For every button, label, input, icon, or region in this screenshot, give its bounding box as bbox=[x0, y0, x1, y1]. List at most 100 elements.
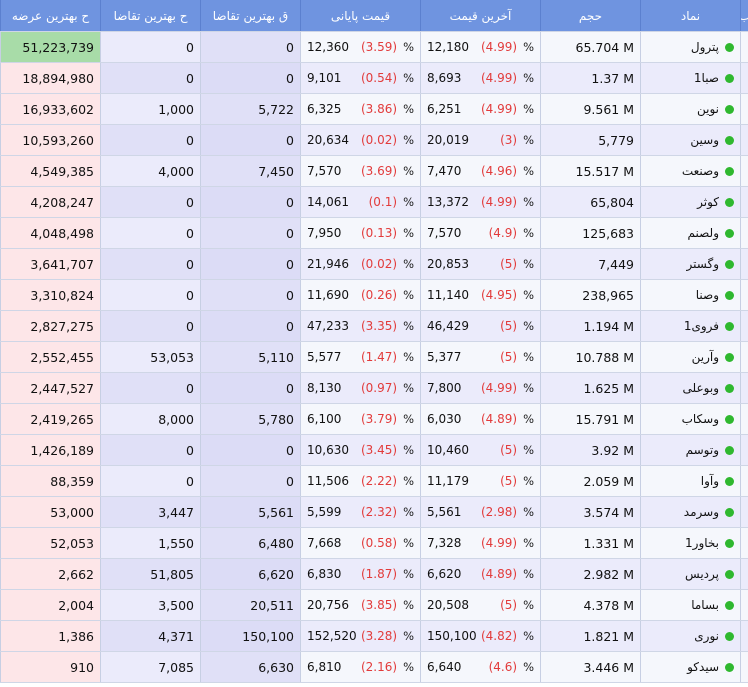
symbol-cell[interactable]: وصنعت bbox=[640, 156, 740, 186]
table-row[interactable]: 1,426,189 0 0 10,630 (3.45)% 10,460 (5)% 3.92 M… bbox=[0, 435, 748, 466]
symbol-name[interactable]: وسکاب bbox=[681, 412, 719, 426]
volume: 15.791 M bbox=[540, 404, 640, 434]
percent-sign: % bbox=[403, 443, 414, 457]
best-bid-price: 5,722 bbox=[200, 94, 300, 124]
symbol-name[interactable]: وصنعت bbox=[681, 164, 719, 178]
header-extra[interactable]: ب bbox=[740, 0, 748, 31]
symbol-cell[interactable]: وسکاب bbox=[640, 404, 740, 434]
symbol-cell[interactable]: بساما bbox=[640, 590, 740, 620]
table-row[interactable]: 2,447,527 0 0 8,130 (0.97)% 7,800 (4.99)% 1.625… bbox=[0, 373, 748, 404]
best-bid-price: 7,450 bbox=[200, 156, 300, 186]
header-best-bid-price[interactable]: ق بهترین تقاضا bbox=[200, 0, 300, 31]
table-row[interactable]: 2,827,275 0 0 47,233 (3.35)% 46,429 (5)% 1.194 … bbox=[0, 311, 748, 342]
last-price-change: (2.98) bbox=[480, 505, 518, 519]
symbol-cell[interactable]: ولصنم bbox=[640, 218, 740, 248]
symbol-name[interactable]: فروی1 bbox=[683, 319, 719, 333]
symbol-cell[interactable]: کوثر bbox=[640, 187, 740, 217]
symbol-name[interactable]: بخاور1 bbox=[685, 536, 719, 550]
header-volume[interactable]: حجم bbox=[540, 0, 640, 31]
closing-price: 6,810 bbox=[307, 660, 342, 674]
symbol-cell[interactable]: نوری bbox=[640, 621, 740, 651]
symbol-name[interactable]: وگستر bbox=[686, 257, 719, 271]
symbol-name[interactable]: وسرمد bbox=[683, 505, 719, 519]
symbol-name[interactable]: ولصنم bbox=[687, 226, 719, 240]
header-closing-price[interactable]: قیمت پایانی bbox=[300, 0, 420, 31]
extra-cell bbox=[740, 621, 748, 651]
table-row[interactable]: 16,933,602 1,000 5,722 6,325 (3.86)% 6,251 (4.… bbox=[0, 94, 748, 125]
percent-sign: % bbox=[403, 71, 414, 85]
table-row[interactable]: 18,894,980 0 0 9,101 (0.54)% 8,693 (4.99)% 1.37… bbox=[0, 63, 748, 94]
table-row[interactable]: 3,310,824 0 0 11,690 (0.26)% 11,140 (4.95)% 238… bbox=[0, 280, 748, 311]
symbol-cell[interactable]: وگستر bbox=[640, 249, 740, 279]
symbol-cell[interactable]: پترول bbox=[640, 32, 740, 62]
symbol-name[interactable]: سیدکو bbox=[687, 660, 719, 674]
status-dot-icon bbox=[725, 662, 734, 672]
symbol-name[interactable]: وبوعلی bbox=[682, 381, 719, 395]
last-price: 7,570 bbox=[427, 226, 462, 240]
last-price-cell: 20,508 (5)% bbox=[420, 590, 540, 620]
symbol-cell[interactable]: پردیس bbox=[640, 559, 740, 589]
table-row[interactable]: 88,359 0 0 11,506 (2.22)% 11,179 (5)% 2.059 M وآ… bbox=[0, 466, 748, 497]
header-symbol[interactable]: نماد bbox=[640, 0, 740, 31]
table-row[interactable]: 2,662 51,805 6,620 6,830 (1.87)% 6,620 (4.89)%… bbox=[0, 559, 748, 590]
extra-cell bbox=[740, 125, 748, 155]
best-bid-volume: 0 bbox=[100, 373, 200, 403]
percent-sign: % bbox=[523, 40, 534, 54]
symbol-cell[interactable]: بخاور1 bbox=[640, 528, 740, 558]
symbol-cell[interactable]: نوین bbox=[640, 94, 740, 124]
symbol-name[interactable]: پردیس bbox=[685, 567, 719, 581]
table-row[interactable]: 52,053 1,550 6,480 7,668 (0.58)% 7,328 (4.99)%… bbox=[0, 528, 748, 559]
closing-price: 6,830 bbox=[307, 567, 342, 581]
last-price-change: (3) bbox=[500, 133, 518, 147]
symbol-cell[interactable]: وآرین bbox=[640, 342, 740, 372]
symbol-cell[interactable]: وبوعلی bbox=[640, 373, 740, 403]
symbol-name[interactable]: کوثر bbox=[697, 195, 719, 209]
table-row[interactable]: 2,419,265 8,000 5,780 6,100 (3.79)% 6,030 (4.8… bbox=[0, 404, 748, 435]
volume: 3.446 M bbox=[540, 652, 640, 682]
symbol-cell[interactable]: وآوا bbox=[640, 466, 740, 496]
table-row[interactable]: 51,223,739 0 0 12,360 (3.59)% 12,180 (4.99)% 65… bbox=[0, 32, 748, 63]
last-price-cell: 20,853 (5)% bbox=[420, 249, 540, 279]
closing-price: 14,061 bbox=[307, 195, 349, 209]
symbol-cell[interactable]: فروی1 bbox=[640, 311, 740, 341]
table-row[interactable]: 1,386 4,371 150,100 152,520 (3.28)% 150,100 (4… bbox=[0, 621, 748, 652]
header-best-bid-volume[interactable]: ح بهترین تقاضا bbox=[100, 0, 200, 31]
symbol-name[interactable]: وتوسم bbox=[685, 443, 719, 457]
symbol-cell[interactable]: وصنا bbox=[640, 280, 740, 310]
symbol-cell[interactable]: وسرمد bbox=[640, 497, 740, 527]
table-row[interactable]: 4,048,498 0 0 7,950 (0.13)% 7,570 (4.9)% 125,68… bbox=[0, 218, 748, 249]
table-row[interactable]: 2,004 3,500 20,511 20,756 (3.85)% 20,508 (5)% 4… bbox=[0, 590, 748, 621]
table-row[interactable]: 10,593,260 0 0 20,634 (0.02)% 20,019 (3)% 5,779… bbox=[0, 125, 748, 156]
symbol-cell[interactable]: صبا1 bbox=[640, 63, 740, 93]
symbol-name[interactable]: وآوا bbox=[700, 474, 719, 488]
symbol-name[interactable]: نوری bbox=[694, 629, 719, 643]
last-price-change: (5) bbox=[500, 350, 518, 364]
symbol-name[interactable]: وآرین bbox=[691, 350, 719, 364]
symbol-name[interactable]: پترول bbox=[690, 40, 719, 54]
symbol-name[interactable]: صبا1 bbox=[693, 71, 719, 85]
table-row[interactable]: 3,641,707 0 0 21,946 (0.02)% 20,853 (5)% 7,449 و… bbox=[0, 249, 748, 280]
best-ask-volume: 1,426,189 bbox=[0, 435, 100, 465]
symbol-name[interactable]: نوین bbox=[696, 102, 719, 116]
best-ask-volume: 3,310,824 bbox=[0, 280, 100, 310]
last-price-cell: 46,429 (5)% bbox=[420, 311, 540, 341]
symbol-name[interactable]: بساما bbox=[691, 598, 719, 612]
symbol-name[interactable]: وصنا bbox=[695, 288, 719, 302]
best-bid-volume: 7,085 bbox=[100, 652, 200, 682]
best-bid-price: 0 bbox=[200, 435, 300, 465]
last-price-change: (5) bbox=[500, 598, 518, 612]
last-price-cell: 7,328 (4.99)% bbox=[420, 528, 540, 558]
header-last-price[interactable]: آخرین قیمت bbox=[420, 0, 540, 31]
last-price: 10,460 bbox=[427, 443, 469, 457]
symbol-cell[interactable]: وتوسم bbox=[640, 435, 740, 465]
closing-price: 20,756 bbox=[307, 598, 349, 612]
table-row[interactable]: 4,208,247 0 0 14,061 (0.1)% 13,372 (4.99)% 65,8… bbox=[0, 187, 748, 218]
table-row[interactable]: 2,552,455 53,053 5,110 5,577 (1.47)% 5,377 (5)… bbox=[0, 342, 748, 373]
table-row[interactable]: 53,000 3,447 5,561 5,599 (2.32)% 5,561 (2.98)%… bbox=[0, 497, 748, 528]
symbol-name[interactable]: وسین bbox=[690, 133, 719, 147]
symbol-cell[interactable]: سیدکو bbox=[640, 652, 740, 682]
header-best-ask-volume[interactable]: ح بهترین عرضه bbox=[0, 0, 100, 31]
symbol-cell[interactable]: وسین bbox=[640, 125, 740, 155]
table-row[interactable]: 4,549,385 4,000 7,450 7,570 (3.69)% 7,470 (4.9… bbox=[0, 156, 748, 187]
table-row[interactable]: 910 7,085 6,630 6,810 (2.16)% 6,640 (4.6)% 3.44… bbox=[0, 652, 748, 683]
